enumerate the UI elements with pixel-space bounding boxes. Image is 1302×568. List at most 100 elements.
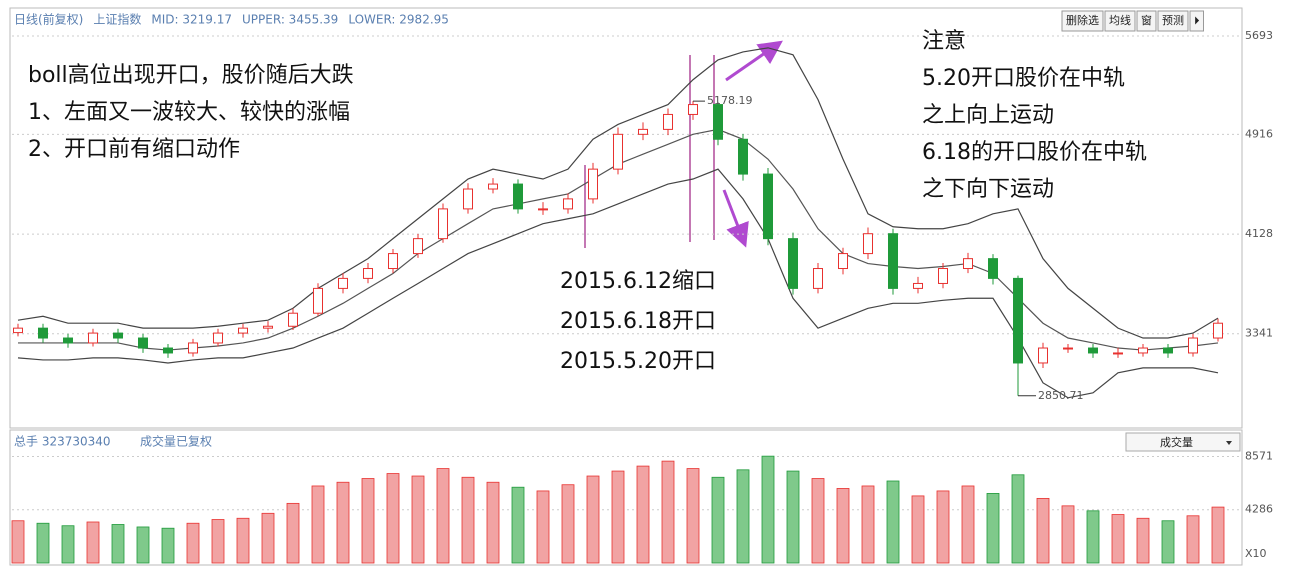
- candle-body: [63, 337, 73, 344]
- candle-body: [638, 128, 648, 135]
- candle-body: [13, 327, 23, 334]
- candle-body: [1163, 347, 1173, 354]
- y-tick-label: 4128: [1245, 227, 1273, 240]
- candle-body: [113, 332, 123, 339]
- dropdown[interactable]: [1125, 432, 1241, 452]
- candle-body: [863, 233, 873, 255]
- volume-bar: [136, 526, 150, 564]
- candle-body: [1013, 277, 1023, 364]
- volume-bar: [436, 468, 450, 564]
- annotation: 6.18的开口股价在中轨: [922, 140, 1147, 165]
- volume-bar: [361, 478, 375, 564]
- volume-bar: [586, 475, 600, 564]
- volume-bar: [936, 490, 950, 564]
- volume-bar: [261, 512, 275, 564]
- candle-body: [238, 327, 248, 334]
- candle-body: [963, 258, 973, 270]
- volume-bar: [1086, 510, 1100, 564]
- volume-bar: [461, 476, 475, 564]
- volume-bar: [686, 468, 700, 564]
- volume-bar: [386, 473, 400, 564]
- candle-body: [563, 198, 573, 210]
- annotation: 2015.6.12缩口: [560, 269, 716, 294]
- volume-bar: [911, 495, 925, 564]
- candle-body: [613, 133, 623, 170]
- candle-body: [788, 238, 798, 289]
- candle-body: [263, 325, 273, 329]
- candle-body: [1063, 347, 1073, 350]
- volume-bar: [486, 481, 500, 564]
- candle-body: [1188, 337, 1198, 354]
- volume-bar: [411, 475, 425, 564]
- toolbar-button[interactable]: [1189, 10, 1204, 32]
- volume-panel: [9, 429, 1243, 566]
- volume-bar: [961, 485, 975, 564]
- volume-bar: [1186, 515, 1200, 564]
- volume-bar: [1036, 497, 1050, 564]
- candle-body: [413, 238, 423, 255]
- y-tick-label: 8571: [1245, 450, 1273, 463]
- candle-body: [1038, 347, 1048, 364]
- candle-body: [888, 233, 898, 289]
- toolbar-button[interactable]: [1136, 10, 1157, 32]
- candle-body: [138, 337, 148, 349]
- annotation: 2015.6.18开口: [560, 309, 716, 334]
- toolbar-label: ⏵: [1194, 14, 1200, 27]
- y-unit: X10: [1245, 547, 1267, 560]
- y-tick-label: 5693: [1245, 29, 1273, 42]
- volume-bar: [636, 465, 650, 564]
- candle-body: [1138, 347, 1148, 354]
- volume-bar: [311, 485, 325, 564]
- candle-body: [88, 332, 98, 344]
- y-tick-label: 4286: [1245, 503, 1273, 516]
- annotation: 2、开口前有缩口动作: [28, 137, 240, 162]
- annotation: 5.20开口股价在中轨: [922, 66, 1125, 91]
- candle-body: [588, 168, 598, 200]
- candle-body: [938, 268, 948, 284]
- volume-bar: [886, 480, 900, 564]
- volume-bar: [1161, 520, 1175, 564]
- volume-bar: [236, 517, 250, 564]
- extreme-label: 2850.71: [1038, 389, 1084, 402]
- volume-bar: [511, 486, 525, 564]
- arrow: [722, 189, 749, 248]
- volume-bar: [161, 527, 175, 564]
- candle-body: [513, 183, 523, 210]
- volume-bar: [761, 455, 775, 564]
- volume-bar: [536, 490, 550, 564]
- candle-body: [838, 253, 848, 270]
- volume-title: 总手 323730340: [14, 435, 111, 449]
- volume-bar: [661, 460, 675, 564]
- volume-bar: [11, 520, 25, 564]
- annotation: 2015.5.20开口: [560, 349, 716, 374]
- toolbar-button[interactable]: [1157, 10, 1189, 32]
- volume-bar: [736, 469, 750, 564]
- plot: 3341 4128 4916 5693 日线(前复权) 上证指数 MID: 3219.17 U…: [11, 10, 1273, 564]
- candle-body: [438, 208, 448, 240]
- candle-body: [363, 268, 373, 279]
- annotation: 之下向下运动: [922, 177, 1054, 202]
- candle-body: [188, 342, 198, 354]
- candle-body: [463, 188, 473, 210]
- arrow: [725, 40, 783, 82]
- volume-bar: [811, 478, 825, 564]
- header-text: 上证指数: [93, 12, 141, 27]
- toolbar-button[interactable]: [1104, 10, 1136, 32]
- candle-body: [713, 104, 723, 140]
- candle-body: [163, 347, 173, 354]
- volume-bar: [111, 524, 125, 564]
- volume-bar: [1061, 505, 1075, 564]
- volume-bar: [61, 525, 75, 564]
- annotation: boll高位出现开口，股价随后大跌: [28, 63, 354, 88]
- toolbar-label: 窗: [1141, 13, 1152, 27]
- header-text: LOWER: 2982.95: [348, 13, 449, 27]
- candle-body: [313, 287, 323, 314]
- volume-bar: [336, 481, 350, 564]
- volume-bar: [611, 470, 625, 564]
- annotation: 1、左面又一波较大、较快的涨幅: [28, 100, 350, 125]
- toolbar-button[interactable]: [1061, 10, 1104, 32]
- candle-body: [538, 208, 548, 211]
- candle-body: [688, 104, 698, 115]
